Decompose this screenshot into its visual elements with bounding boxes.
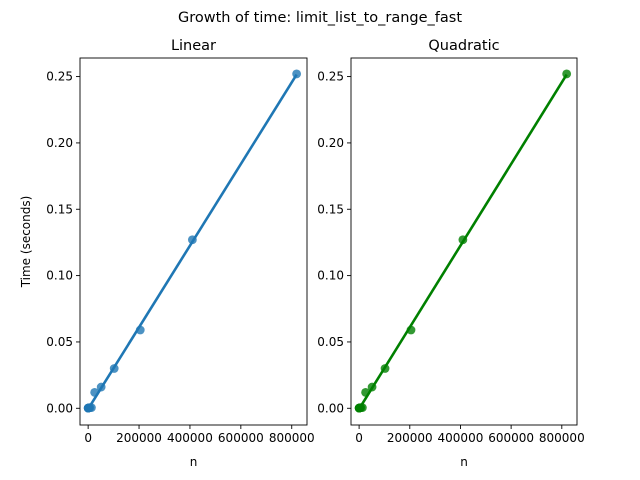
y-tick-label: 0.15 xyxy=(46,202,73,216)
y-axis-label: Time (seconds) xyxy=(19,196,33,289)
y-tick-label: 0.10 xyxy=(46,269,73,283)
y-tick-label: 0.25 xyxy=(317,70,344,84)
x-tick-label: 0 xyxy=(355,431,363,445)
x-tick-label: 400000 xyxy=(438,431,484,445)
data-point xyxy=(135,325,145,335)
x-axis-label: n xyxy=(190,455,198,469)
data-point xyxy=(357,403,367,413)
x-tick-label: 200000 xyxy=(116,431,162,445)
data-point xyxy=(292,69,302,79)
data-point xyxy=(380,364,390,373)
x-tick-label: 0 xyxy=(84,431,92,445)
y-tick-label: 0.15 xyxy=(317,202,344,216)
axes-frame xyxy=(79,57,308,426)
y-tick-label: 0.10 xyxy=(317,269,344,283)
x-tick-label: 800000 xyxy=(539,431,585,445)
linear-subplot: Linear 0 200000 400000 600000 800000 0.00 0.05 0… xyxy=(19,38,315,469)
data-point xyxy=(187,235,197,245)
data-point xyxy=(406,325,416,335)
data-point xyxy=(361,387,370,397)
x-tick-label: 800000 xyxy=(269,431,315,445)
y-tick-label: 0.05 xyxy=(317,335,344,349)
y-tick-label: 0.25 xyxy=(46,70,73,84)
figure-title: Growth of time: limit_list_to_range_fast xyxy=(178,10,462,26)
y-tick-label: 0.20 xyxy=(317,136,344,150)
axes-frame xyxy=(350,57,578,426)
x-tick-label: 600000 xyxy=(218,431,264,445)
data-point xyxy=(562,69,572,79)
x-axis-label: n xyxy=(460,455,468,469)
y-tick-label: 0.20 xyxy=(46,136,73,150)
data-point xyxy=(367,382,377,392)
data-point xyxy=(96,382,106,392)
y-tick-label: 0.00 xyxy=(317,401,344,415)
y-tick-label: 0.05 xyxy=(46,335,73,349)
data-point xyxy=(90,387,100,397)
x-tick-label: 600000 xyxy=(488,431,534,445)
x-tick-label: 400000 xyxy=(167,431,213,445)
subplot-title: Linear xyxy=(171,38,216,54)
y-tick-label: 0.00 xyxy=(46,401,73,415)
x-tick-label: 200000 xyxy=(387,431,433,445)
subplot-title: Quadratic xyxy=(428,38,499,54)
data-point xyxy=(87,403,96,413)
data-point xyxy=(109,364,119,373)
quadratic-subplot: Quadratic 0 200000 400000 600000 800000 0.00 0.… xyxy=(317,38,584,469)
data-point xyxy=(458,235,468,245)
